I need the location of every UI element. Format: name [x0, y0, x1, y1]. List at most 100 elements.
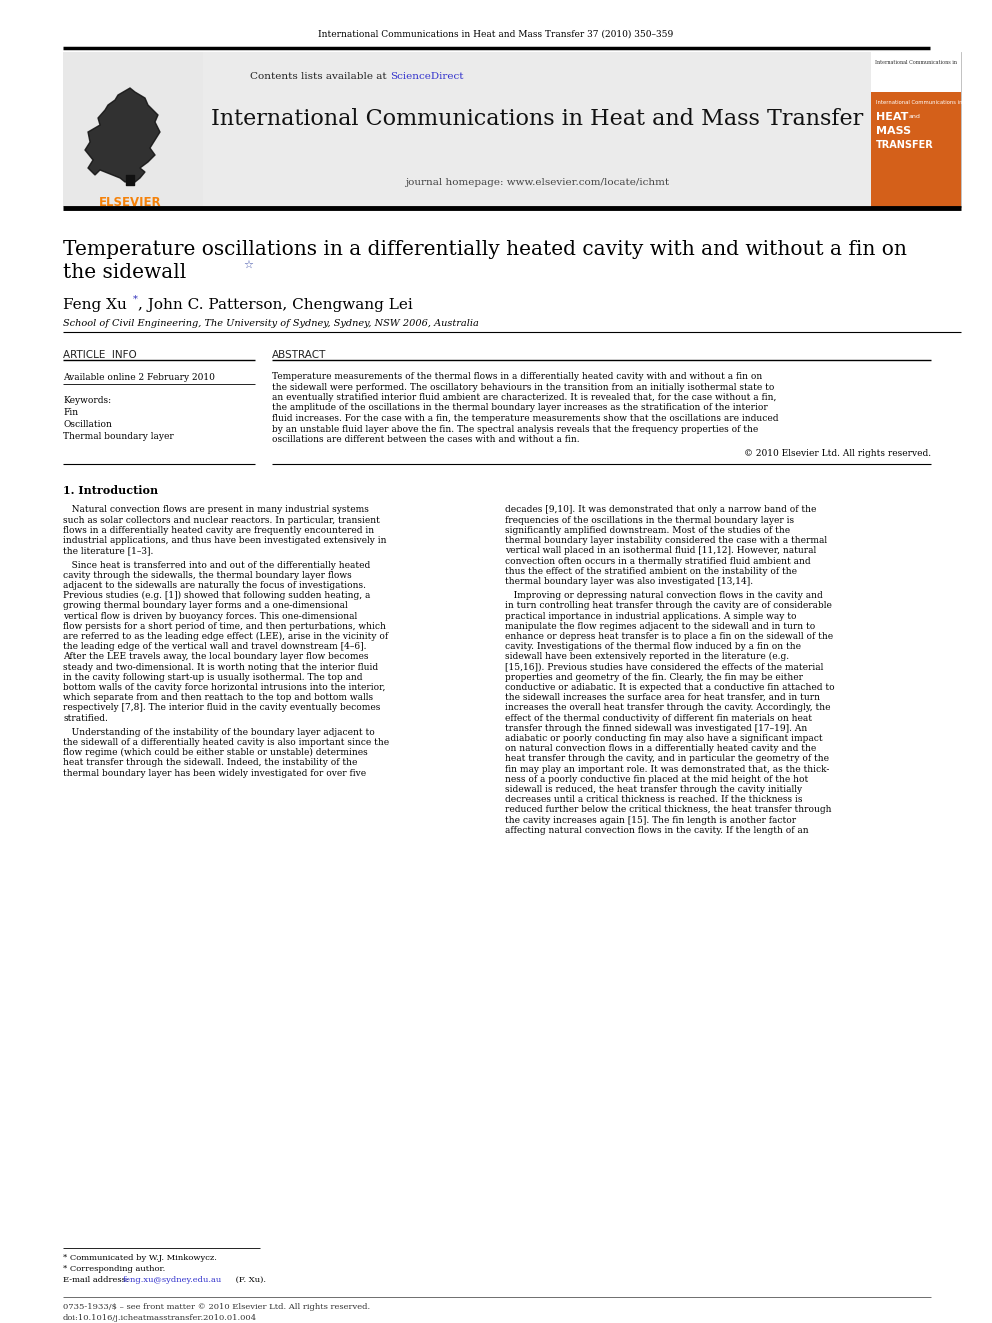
Text: Feng Xu: Feng Xu	[63, 298, 127, 312]
Text: [15,16]). Previous studies have considered the effects of the material: [15,16]). Previous studies have consider…	[505, 663, 823, 672]
Text: cavity through the sidewalls, the thermal boundary layer flows: cavity through the sidewalls, the therma…	[63, 570, 352, 579]
Text: Keywords:: Keywords:	[63, 396, 111, 405]
Text: transfer through the finned sidewall was investigated [17–19]. An: transfer through the finned sidewall was…	[505, 724, 807, 733]
Text: fin may play an important role. It was demonstrated that, as the thick-: fin may play an important role. It was d…	[505, 765, 829, 774]
Text: bottom walls of the cavity force horizontal intrusions into the interior,: bottom walls of the cavity force horizon…	[63, 683, 385, 692]
Text: are referred to as the leading edge effect (LEE), arise in the vicinity of: are referred to as the leading edge effe…	[63, 632, 388, 642]
Text: Natural convection flows are present in many industrial systems: Natural convection flows are present in …	[63, 505, 369, 515]
Text: frequencies of the oscillations in the thermal boundary layer is: frequencies of the oscillations in the t…	[505, 516, 795, 525]
Text: School of Civil Engineering, The University of Sydney, Sydney, NSW 2006, Austral: School of Civil Engineering, The Univers…	[63, 319, 479, 328]
Text: International Communications in Heat and Mass Transfer 37 (2010) 350–359: International Communications in Heat and…	[318, 30, 674, 38]
Text: *: *	[133, 295, 138, 304]
Text: by an unstable fluid layer above the fin. The spectral analysis reveals that the: by an unstable fluid layer above the fin…	[272, 425, 758, 434]
Text: heat transfer through the cavity, and in particular the geometry of the: heat transfer through the cavity, and in…	[505, 754, 829, 763]
Text: reduced further below the critical thickness, the heat transfer through: reduced further below the critical thick…	[505, 806, 831, 814]
Text: doi:10.1016/j.icheatmasstransfer.2010.01.004: doi:10.1016/j.icheatmasstransfer.2010.01…	[63, 1314, 257, 1322]
Text: thermal boundary layer was also investigated [13,14].: thermal boundary layer was also investig…	[505, 577, 753, 586]
Text: Improving or depressing natural convection flows in the cavity and: Improving or depressing natural convecti…	[505, 591, 822, 601]
Text: in the cavity following start-up is usually isothermal. The top and: in the cavity following start-up is usua…	[63, 672, 362, 681]
Polygon shape	[85, 89, 160, 183]
Text: Since heat is transferred into and out of the differentially heated: Since heat is transferred into and out o…	[63, 561, 370, 569]
Text: and: and	[909, 114, 921, 119]
Text: affecting natural convection flows in the cavity. If the length of an: affecting natural convection flows in th…	[505, 826, 808, 835]
Text: the sidewall were performed. The oscillatory behaviours in the transition from a: the sidewall were performed. The oscilla…	[272, 382, 775, 392]
Text: the literature [1–3].: the literature [1–3].	[63, 546, 154, 556]
Text: ELSEVIER: ELSEVIER	[98, 196, 162, 209]
Text: growing thermal boundary layer forms and a one-dimensional: growing thermal boundary layer forms and…	[63, 601, 348, 610]
Bar	[203, 52, 871, 206]
Text: After the LEE travels away, the local boundary layer flow becomes: After the LEE travels away, the local bo…	[63, 652, 368, 662]
Text: practical importance in industrial applications. A simple way to: practical importance in industrial appli…	[505, 611, 797, 620]
Text: vertical wall placed in an isothermal fluid [11,12]. However, natural: vertical wall placed in an isothermal fl…	[505, 546, 816, 556]
Text: heat transfer through the sidewall. Indeed, the instability of the: heat transfer through the sidewall. Inde…	[63, 758, 357, 767]
Text: flows in a differentially heated cavity are frequently encountered in: flows in a differentially heated cavity …	[63, 527, 374, 534]
Text: TRANSFER: TRANSFER	[876, 140, 933, 149]
Text: sidewall is reduced, the heat transfer through the cavity initially: sidewall is reduced, the heat transfer t…	[505, 785, 803, 794]
Text: © 2010 Elsevier Ltd. All rights reserved.: © 2010 Elsevier Ltd. All rights reserved…	[744, 450, 931, 459]
Text: feng.xu@sydney.edu.au: feng.xu@sydney.edu.au	[123, 1275, 222, 1285]
Text: E-mail address:: E-mail address:	[63, 1275, 131, 1285]
Text: enhance or depress heat transfer is to place a fin on the sidewall of the: enhance or depress heat transfer is to p…	[505, 632, 833, 640]
Text: increases the overall heat transfer through the cavity. Accordingly, the: increases the overall heat transfer thro…	[505, 704, 830, 712]
Text: Temperature measurements of the thermal flows in a differentially heated cavity : Temperature measurements of the thermal …	[272, 372, 762, 381]
Text: ABSTRACT: ABSTRACT	[272, 351, 326, 360]
Text: fluid increases. For the case with a fin, the temperature measurements show that: fluid increases. For the case with a fin…	[272, 414, 779, 423]
Text: Thermal boundary layer: Thermal boundary layer	[63, 433, 174, 441]
Bar	[63, 52, 203, 206]
Text: cavity. Investigations of the thermal flow induced by a fin on the: cavity. Investigations of the thermal fl…	[505, 642, 801, 651]
Text: oscillations are different between the cases with and without a fin.: oscillations are different between the c…	[272, 435, 579, 445]
Text: Temperature oscillations in a differentially heated cavity with and without a fi: Temperature oscillations in a differenti…	[63, 239, 907, 259]
Text: effect of the thermal conductivity of different fin materials on heat: effect of the thermal conductivity of di…	[505, 713, 812, 722]
Text: International Communications in: International Communications in	[876, 101, 962, 105]
Text: (F. Xu).: (F. Xu).	[233, 1275, 266, 1285]
Text: manipulate the flow regimes adjacent to the sidewall and in turn to: manipulate the flow regimes adjacent to …	[505, 622, 815, 631]
Text: which separate from and then reattach to the top and bottom walls: which separate from and then reattach to…	[63, 693, 373, 703]
Text: thus the effect of the stratified ambient on the instability of the: thus the effect of the stratified ambien…	[505, 566, 797, 576]
Text: flow persists for a short period of time, and then perturbations, which: flow persists for a short period of time…	[63, 622, 386, 631]
Text: steady and two-dimensional. It is worth noting that the interior fluid: steady and two-dimensional. It is worth …	[63, 663, 378, 672]
Text: respectively [7,8]. The interior fluid in the cavity eventually becomes: respectively [7,8]. The interior fluid i…	[63, 704, 380, 712]
Text: Understanding of the instability of the boundary layer adjacent to: Understanding of the instability of the …	[63, 728, 375, 737]
Text: thermal boundary layer has been widely investigated for over five: thermal boundary layer has been widely i…	[63, 769, 366, 778]
Bar	[871, 52, 961, 206]
Text: , John C. Patterson, Chengwang Lei: , John C. Patterson, Chengwang Lei	[138, 298, 413, 312]
Text: an eventually stratified interior fluid ambient are characterized. It is reveale: an eventually stratified interior fluid …	[272, 393, 777, 402]
Text: thermal boundary layer instability considered the case with a thermal: thermal boundary layer instability consi…	[505, 536, 827, 545]
Text: the leading edge of the vertical wall and travel downstream [4–6].: the leading edge of the vertical wall an…	[63, 642, 366, 651]
Text: conductive or adiabatic. It is expected that a conductive fin attached to: conductive or adiabatic. It is expected …	[505, 683, 834, 692]
Text: vertical flow is driven by buoyancy forces. This one-dimensional: vertical flow is driven by buoyancy forc…	[63, 611, 357, 620]
Text: industrial applications, and thus have been investigated extensively in: industrial applications, and thus have b…	[63, 536, 387, 545]
Text: International Communications in Heat and Mass Transfer: International Communications in Heat and…	[211, 108, 863, 130]
Text: properties and geometry of the fin. Clearly, the fin may be either: properties and geometry of the fin. Clea…	[505, 672, 803, 681]
Text: ScienceDirect: ScienceDirect	[390, 71, 463, 81]
Text: significantly amplified downstream. Most of the studies of the: significantly amplified downstream. Most…	[505, 527, 790, 534]
Text: ☆: ☆	[243, 261, 253, 270]
Text: HEAT: HEAT	[876, 112, 909, 122]
Text: Available online 2 February 2010: Available online 2 February 2010	[63, 373, 215, 382]
Bar	[871, 93, 961, 206]
Text: decreases until a critical thickness is reached. If the thickness is: decreases until a critical thickness is …	[505, 795, 803, 804]
Text: the cavity increases again [15]. The fin length is another factor: the cavity increases again [15]. The fin…	[505, 815, 797, 824]
Text: ARTICLE  INFO: ARTICLE INFO	[63, 351, 137, 360]
Text: Fin: Fin	[63, 407, 78, 417]
Text: adjacent to the sidewalls are naturally the focus of investigations.: adjacent to the sidewalls are naturally …	[63, 581, 366, 590]
Text: the sidewall increases the surface area for heat transfer, and in turn: the sidewall increases the surface area …	[505, 693, 820, 703]
Text: International Communications in: International Communications in	[875, 60, 957, 65]
Text: decades [9,10]. It was demonstrated that only a narrow band of the: decades [9,10]. It was demonstrated that…	[505, 505, 816, 515]
Text: on natural convection flows in a differentially heated cavity and the: on natural convection flows in a differe…	[505, 744, 816, 753]
Text: stratified.: stratified.	[63, 713, 108, 722]
Text: the sidewall of a differentially heated cavity is also important since the: the sidewall of a differentially heated …	[63, 738, 389, 747]
Text: such as solar collectors and nuclear reactors. In particular, transient: such as solar collectors and nuclear rea…	[63, 516, 380, 525]
Text: Oscillation: Oscillation	[63, 419, 112, 429]
Text: 0735-1933/$ – see front matter © 2010 Elsevier Ltd. All rights reserved.: 0735-1933/$ – see front matter © 2010 El…	[63, 1303, 370, 1311]
Text: * Corresponding author.: * Corresponding author.	[63, 1265, 166, 1273]
Text: Contents lists available at: Contents lists available at	[250, 71, 390, 81]
Text: 1. Introduction: 1. Introduction	[63, 486, 158, 496]
Text: MASS: MASS	[876, 126, 911, 136]
Text: sidewall have been extensively reported in the literature (e.g.: sidewall have been extensively reported …	[505, 652, 789, 662]
Text: in turn controlling heat transfer through the cavity are of considerable: in turn controlling heat transfer throug…	[505, 601, 832, 610]
Text: the amplitude of the oscillations in the thermal boundary layer increases as the: the amplitude of the oscillations in the…	[272, 404, 768, 413]
Text: adiabatic or poorly conducting fin may also have a significant impact: adiabatic or poorly conducting fin may a…	[505, 734, 822, 744]
Text: flow regime (which could be either stable or unstable) determines: flow regime (which could be either stabl…	[63, 747, 368, 757]
Text: convection often occurs in a thermally stratified fluid ambient and: convection often occurs in a thermally s…	[505, 557, 810, 565]
